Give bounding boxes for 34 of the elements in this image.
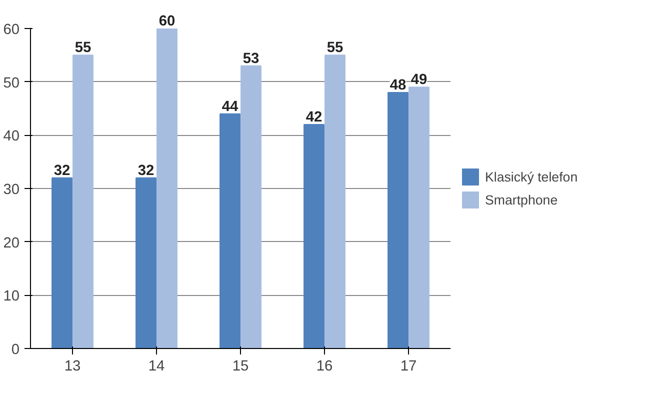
legend-label: Klasický telefon bbox=[485, 169, 578, 184]
bar bbox=[388, 92, 408, 348]
bar bbox=[220, 113, 240, 348]
y-tick-label: 50 bbox=[3, 75, 20, 92]
bar bbox=[136, 177, 156, 348]
bar bbox=[72, 54, 94, 348]
data-label: 49 bbox=[410, 72, 428, 88]
y-tick-label: 0 bbox=[11, 342, 20, 358]
data-label: 42 bbox=[306, 110, 322, 126]
y-tick-label: 60 bbox=[3, 22, 20, 38]
y-tick-label: 10 bbox=[3, 288, 20, 305]
data-label: 32 bbox=[138, 162, 154, 179]
y-tick-label: 40 bbox=[3, 128, 20, 145]
data-label: 48 bbox=[390, 78, 406, 94]
x-tick-label: 16 bbox=[316, 358, 333, 374]
bar bbox=[156, 28, 178, 348]
data-label: 55 bbox=[74, 40, 92, 56]
x-tick-label: 15 bbox=[232, 358, 249, 374]
data-label: 60 bbox=[158, 14, 176, 30]
data-label: 55 bbox=[326, 40, 344, 56]
bar bbox=[52, 177, 72, 348]
x-tick-label: 17 bbox=[400, 358, 417, 374]
y-tick-label: 30 bbox=[3, 182, 20, 198]
bar bbox=[304, 124, 324, 348]
data-label: 44 bbox=[222, 98, 239, 115]
bar bbox=[240, 65, 262, 348]
bar bbox=[324, 54, 346, 348]
x-tick-label: 13 bbox=[64, 358, 81, 374]
legend-label: Smartphone bbox=[485, 192, 558, 207]
y-tick-label: 20 bbox=[3, 235, 20, 252]
data-label: 53 bbox=[242, 50, 260, 67]
data-label: 32 bbox=[54, 162, 70, 179]
x-tick-label: 14 bbox=[148, 358, 165, 374]
bar bbox=[408, 86, 430, 348]
